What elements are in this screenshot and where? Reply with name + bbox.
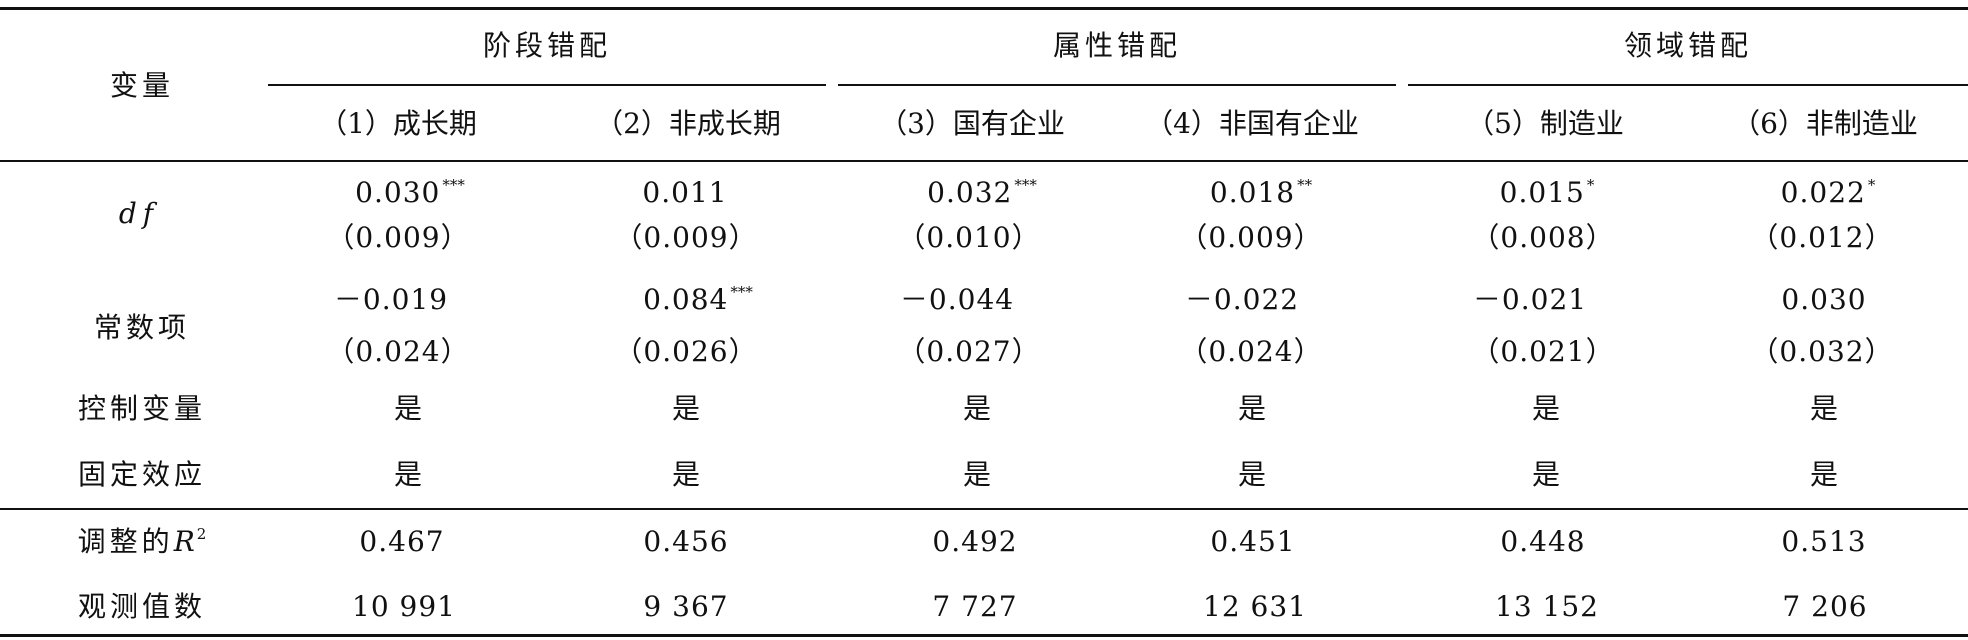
df-se-5: （0.008） bbox=[1471, 221, 1615, 254]
fixed-value-6: 是 bbox=[1809, 458, 1839, 491]
group-underline-2 bbox=[838, 84, 1396, 86]
const-coef-1: －0.019 bbox=[333, 283, 449, 316]
obs-value-6: 7 206 bbox=[1782, 590, 1868, 623]
df-coef-3: 0.032 *** bbox=[927, 176, 1037, 209]
group-header-ownership: 属性错配 bbox=[1052, 29, 1182, 62]
column-header-2: （2）非成长期 bbox=[595, 107, 781, 140]
obs-value-1: 10 991 bbox=[352, 590, 456, 623]
df-se-2: （0.009） bbox=[614, 221, 758, 254]
df-se-3: （0.010） bbox=[897, 221, 1041, 254]
group-underline-3 bbox=[1408, 84, 1968, 86]
fixed-value-2: 是 bbox=[671, 458, 701, 491]
df-coef-5: 0.015 * bbox=[1499, 176, 1595, 209]
r2-value-2: 0.456 bbox=[643, 525, 729, 558]
r2-value-5: 0.448 bbox=[1500, 525, 1586, 558]
column-header-1: （1）成长期 bbox=[319, 107, 477, 140]
fixed-value-1: 是 bbox=[393, 458, 423, 491]
const-se-6: （0.032） bbox=[1750, 335, 1894, 368]
column-header-5: （5）制造业 bbox=[1466, 107, 1624, 140]
adj-r2-text: 调整的 bbox=[77, 525, 174, 558]
row-label-constant: 常数项 bbox=[93, 311, 191, 344]
r-symbol: R bbox=[173, 525, 195, 558]
significance-stars: *** bbox=[1014, 176, 1037, 194]
column-header-6: （6）非制造业 bbox=[1732, 107, 1918, 140]
header-rule bbox=[0, 160, 1968, 162]
obs-value-4: 12 631 bbox=[1203, 590, 1307, 623]
df-se-1: （0.009） bbox=[326, 221, 470, 254]
group-underline-1 bbox=[268, 84, 826, 86]
row-label-controls: 控制变量 bbox=[77, 392, 207, 425]
r2-value-3: 0.492 bbox=[932, 525, 1018, 558]
controls-value-3: 是 bbox=[962, 392, 992, 425]
fixed-value-3: 是 bbox=[962, 458, 992, 491]
const-coef-2: 0.084 *** bbox=[643, 283, 753, 316]
r2-value-1: 0.467 bbox=[359, 525, 445, 558]
const-coef-5: －0.021 bbox=[1472, 283, 1588, 316]
fixed-value-4: 是 bbox=[1237, 458, 1267, 491]
obs-value-2: 9 367 bbox=[643, 590, 729, 623]
const-coef-6: 0.030 bbox=[1781, 283, 1867, 316]
df-coef-4: 0.018 ** bbox=[1209, 176, 1313, 209]
group-header-sector: 领域错配 bbox=[1623, 29, 1753, 62]
column-header-4: （4）非国有企业 bbox=[1145, 107, 1359, 140]
r2-value-4: 0.451 bbox=[1210, 525, 1296, 558]
row-label-df: df bbox=[118, 197, 160, 230]
stats-rule bbox=[0, 508, 1968, 510]
significance-stars: * bbox=[1867, 176, 1876, 194]
variable-header: 变量 bbox=[109, 69, 175, 102]
controls-value-2: 是 bbox=[671, 392, 701, 425]
controls-value-6: 是 bbox=[1809, 392, 1839, 425]
row-label-adj-r2: 调整的R 2 bbox=[78, 525, 207, 563]
fixed-value-5: 是 bbox=[1531, 458, 1561, 491]
const-se-2: （0.026） bbox=[614, 335, 758, 368]
const-coef-3: －0.044 bbox=[899, 283, 1015, 316]
significance-stars: *** bbox=[730, 283, 753, 301]
const-coef-4: －0.022 bbox=[1184, 283, 1300, 316]
obs-value-5: 13 152 bbox=[1495, 590, 1599, 623]
r-superscript: 2 bbox=[196, 525, 207, 543]
column-header-3: （3）国有企业 bbox=[879, 107, 1065, 140]
const-se-1: （0.024） bbox=[326, 335, 470, 368]
group-header-stage: 阶段错配 bbox=[482, 29, 612, 62]
bottom-rule bbox=[0, 634, 1968, 637]
row-label-observations: 观测值数 bbox=[77, 590, 207, 623]
controls-value-1: 是 bbox=[393, 392, 423, 425]
df-se-6: （0.012） bbox=[1750, 221, 1894, 254]
significance-stars: * bbox=[1586, 176, 1595, 194]
controls-value-4: 是 bbox=[1237, 392, 1267, 425]
row-label-fixed-effects: 固定效应 bbox=[77, 458, 207, 491]
const-se-5: （0.021） bbox=[1471, 335, 1615, 368]
top-rule bbox=[0, 7, 1968, 10]
significance-stars: ** bbox=[1297, 176, 1313, 194]
const-se-3: （0.027） bbox=[897, 335, 1041, 368]
df-se-4: （0.009） bbox=[1179, 221, 1323, 254]
obs-value-3: 7 727 bbox=[932, 590, 1018, 623]
df-coef-1: 0.030 *** bbox=[355, 176, 465, 209]
r2-value-6: 0.513 bbox=[1781, 525, 1867, 558]
significance-stars: *** bbox=[442, 176, 465, 194]
df-coef-2: 0.011 bbox=[642, 176, 728, 209]
controls-value-5: 是 bbox=[1531, 392, 1561, 425]
df-coef-6: 0.022 * bbox=[1780, 176, 1876, 209]
const-se-4: （0.024） bbox=[1179, 335, 1323, 368]
